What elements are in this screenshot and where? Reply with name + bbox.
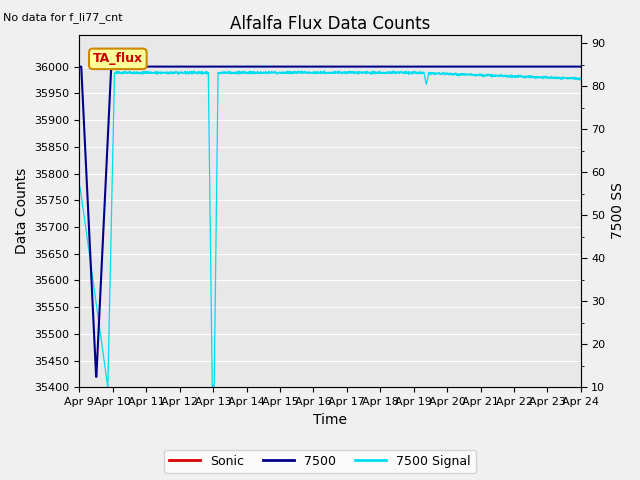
- Text: No data for f_li77_cnt: No data for f_li77_cnt: [3, 12, 123, 23]
- Title: Alfalfa Flux Data Counts: Alfalfa Flux Data Counts: [230, 15, 430, 33]
- Y-axis label: 7500 SS: 7500 SS: [611, 182, 625, 240]
- Text: TA_flux: TA_flux: [93, 52, 143, 65]
- X-axis label: Time: Time: [313, 413, 347, 427]
- Y-axis label: Data Counts: Data Counts: [15, 168, 29, 254]
- Legend: Sonic, 7500, 7500 Signal: Sonic, 7500, 7500 Signal: [164, 450, 476, 473]
